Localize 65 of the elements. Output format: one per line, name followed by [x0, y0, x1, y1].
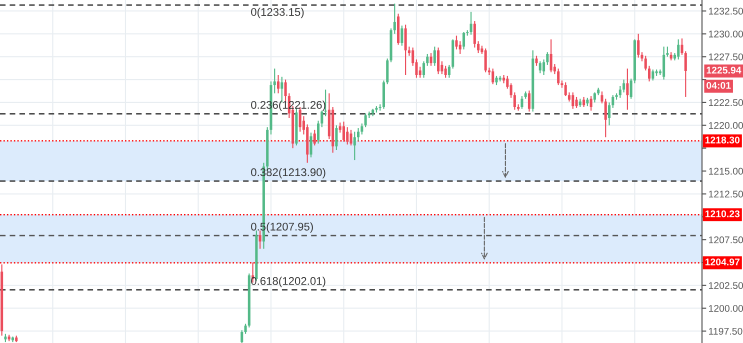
candlestick: [557, 68, 560, 86]
candlestick: [604, 98, 607, 138]
y-tick-label: 1222.50: [708, 99, 743, 106]
candlestick: [538, 60, 542, 74]
candlestick: [276, 74, 280, 94]
candlestick: [473, 20, 476, 48]
candlestick: [400, 25, 404, 46]
candlestick: [470, 11, 472, 36]
candlestick: [422, 60, 426, 78]
candlestick: [458, 40, 462, 55]
candlestick: [622, 79, 626, 93]
candlestick: [677, 38, 680, 60]
candlestick: [550, 38, 552, 73]
candlestick: [626, 68, 629, 110]
y-tick-label: 1200.00: [708, 304, 743, 312]
candlestick: [437, 47, 440, 75]
candlestick: [484, 48, 487, 73]
candlestick: [495, 75, 498, 86]
candlestick: [593, 92, 596, 103]
candlestick: [535, 55, 538, 66]
candlestick: [364, 112, 367, 128]
candlestick: [600, 90, 604, 104]
candlestick: [575, 96, 578, 108]
y-tick-label: 1212.50: [708, 190, 743, 198]
text: 1225.94: [706, 66, 742, 74]
y-tick-label: 1220.00: [708, 122, 743, 129]
candlestick: [652, 68, 654, 82]
candlestick: [492, 68, 494, 85]
y-tick-label: 1202.50: [708, 282, 743, 289]
candlestick: [350, 129, 352, 146]
candlestick: [357, 128, 360, 142]
y-tick-label: 1227.50: [708, 53, 743, 60]
ref-line-label: 0(1233.15): [251, 8, 304, 18]
candlestick: [324, 89, 327, 117]
candlestick: [572, 92, 574, 110]
candlestick: [637, 33, 640, 58]
candlestick: [240, 330, 244, 343]
candlestick: [477, 40, 480, 54]
y-tick-label: 1215.00: [708, 168, 743, 175]
candlestick: [353, 131, 356, 161]
y-tick-label: 1207.50: [708, 236, 743, 244]
candlestick: [444, 65, 447, 78]
candlestick: [310, 132, 312, 158]
candlestick: [313, 129, 316, 146]
candlestick: [528, 90, 530, 112]
candlestick: [590, 95, 592, 112]
ref-line-label: 1204.97: [705, 258, 740, 266]
candlestick: [404, 24, 407, 76]
candlestick: [433, 46, 436, 66]
candlestick: [662, 46, 666, 80]
candlestick: [418, 66, 422, 78]
y-tick-label: 1230.00: [708, 30, 743, 38]
ref-line-label: 1210.23: [705, 210, 740, 218]
candlestick: [462, 31, 466, 50]
y-tick-label: 1232.50: [708, 8, 743, 15]
candlestick: [520, 95, 524, 110]
candlestick: [455, 35, 458, 50]
candlestick: [335, 124, 338, 151]
candlestick: [342, 121, 345, 142]
ref-line-label: 1218.30: [705, 136, 740, 144]
text: 04:01: [706, 82, 731, 89]
candlestick: [430, 52, 432, 66]
ref-line-label: 0.618(1202.01): [251, 276, 326, 288]
candlestick: [582, 96, 586, 108]
y-tick-label: 1197.50: [708, 328, 742, 335]
